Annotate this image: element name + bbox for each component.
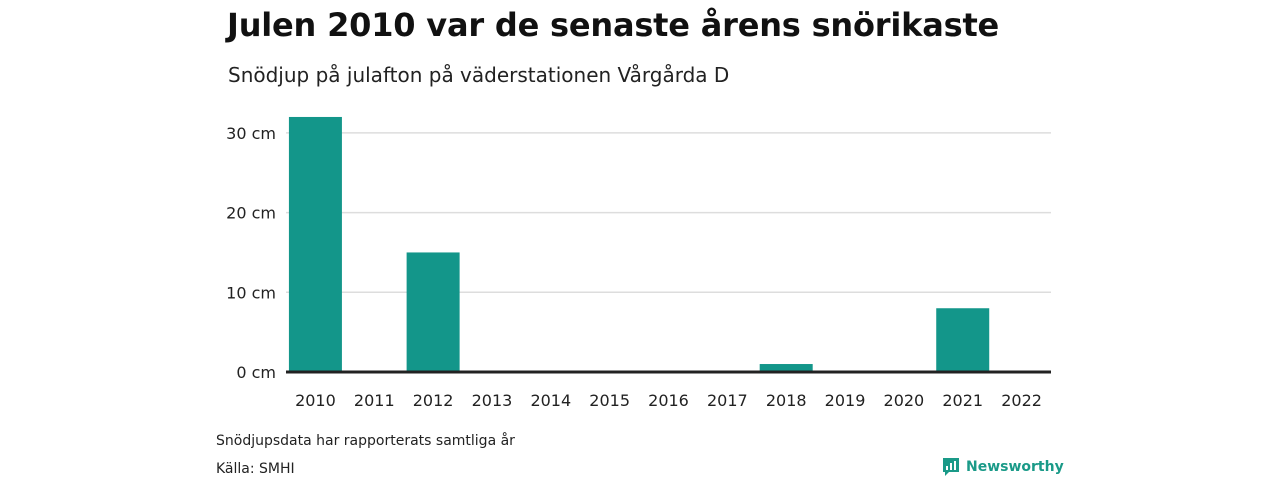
brand-logo: Newsworthy	[942, 457, 1064, 477]
x-tick-label: 2021	[942, 391, 983, 410]
y-tick-label: 20 cm	[226, 204, 276, 223]
x-tick-label: 2015	[589, 391, 630, 410]
source-credit: Källa: SMHI	[216, 461, 295, 477]
y-tick-label: 10 cm	[226, 283, 276, 302]
newsworthy-logo-icon	[943, 458, 959, 476]
x-tick-label: 2013	[472, 391, 513, 410]
chart-subtitle: Snödjup på julafton på väderstationen Vå…	[228, 63, 730, 87]
x-tick-label: 2019	[825, 391, 866, 410]
bar	[288, 116, 342, 373]
x-tick-label: 2016	[648, 391, 689, 410]
x-tick-label: 2011	[354, 391, 395, 410]
bar	[936, 308, 990, 372]
chart-title: Julen 2010 var de senaste årens snörikas…	[227, 6, 1000, 44]
x-tick-label: 2014	[530, 391, 571, 410]
x-tick-label: 2012	[413, 391, 454, 410]
x-tick-label: 2022	[1001, 391, 1042, 410]
brand-name: Newsworthy	[966, 459, 1064, 475]
axes: 0 cm 10 cm 20 cm 30 cm 2010 2011 2012 2013 2014 2…	[226, 124, 1051, 410]
x-tick-label: 2018	[766, 391, 807, 410]
x-tick-label: 2010	[295, 391, 336, 410]
bar	[406, 252, 460, 372]
y-tick-label: 30 cm	[226, 124, 276, 143]
bar-chart: 0 cm 10 cm 20 cm 30 cm 2010 2011 2012 2013 2014 2…	[226, 116, 1051, 410]
x-tick-label: 2017	[707, 391, 748, 410]
bars	[288, 116, 990, 373]
y-tick-label: 0 cm	[236, 363, 276, 382]
x-tick-label: 2020	[884, 391, 925, 410]
bar	[759, 364, 813, 372]
data-note: Snödjupsdata har rapporterats samtliga å…	[216, 433, 515, 449]
grid-lines	[286, 132, 1051, 294]
